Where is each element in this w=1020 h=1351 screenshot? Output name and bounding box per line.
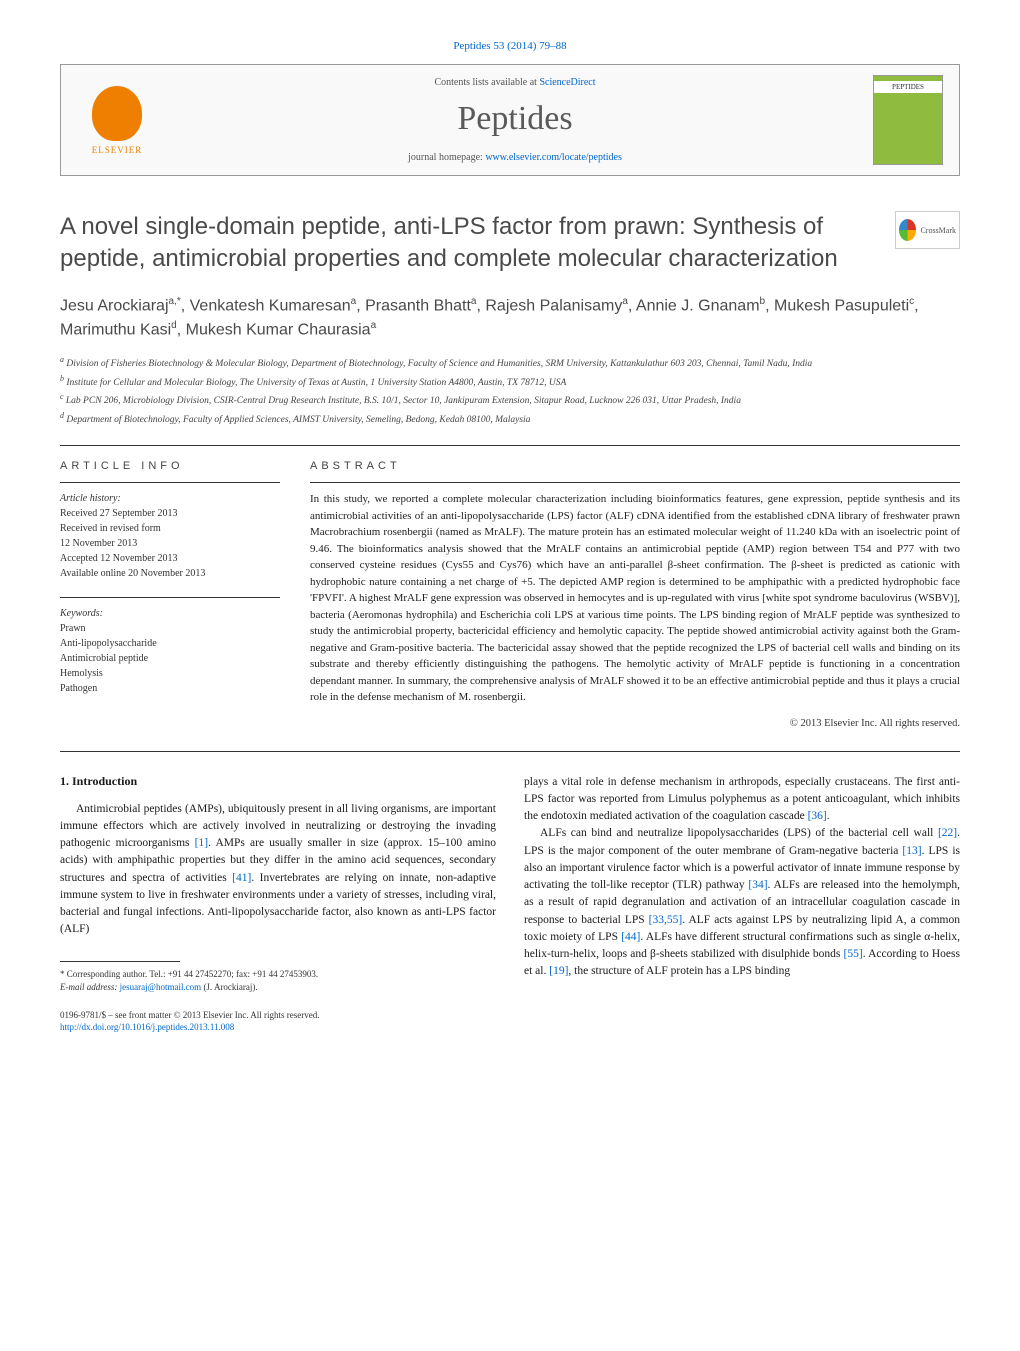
email-link[interactable]: jesuaraj@hotmail.com <box>120 982 202 992</box>
keywords-block: Keywords: PrawnAnti-lipopolysaccharideAn… <box>60 606 280 696</box>
abstract-divider <box>310 482 960 483</box>
corresponding-line: * Corresponding author. Tel.: +91 44 274… <box>60 968 496 982</box>
title-row: A novel single-domain peptide, anti-LPS … <box>60 211 960 276</box>
journal-name: Peptides <box>157 100 873 138</box>
info-divider-2 <box>60 597 280 598</box>
elsevier-text: ELSEVIER <box>92 145 143 155</box>
homepage-line: journal homepage: www.elsevier.com/locat… <box>157 152 873 163</box>
crossmark-icon <box>899 219 916 241</box>
email-suffix: (J. Arockiaraj). <box>201 982 257 992</box>
article-history: Article history: Received 27 September 2… <box>60 491 280 581</box>
article-info-label: ARTICLE INFO <box>60 460 280 472</box>
divider-mid <box>60 751 960 752</box>
body-two-column: 1. Introduction Antimicrobial peptides (… <box>60 774 960 1034</box>
intro-paragraph-1-cont: plays a vital role in defense mechanism … <box>524 774 960 826</box>
divider-top <box>60 445 960 446</box>
crossmark-badge[interactable]: CrossMark <box>895 211 960 249</box>
homepage-prefix: journal homepage: <box>408 152 485 163</box>
elsevier-tree-icon <box>92 86 142 141</box>
affiliations-block: a Division of Fisheries Biotechnology & … <box>60 354 960 427</box>
info-divider-1 <box>60 482 280 483</box>
email-label: E-mail address: <box>60 982 120 992</box>
bottom-metadata: 0196-9781/$ – see front matter © 2013 El… <box>60 1009 496 1034</box>
citation-link[interactable]: Peptides 53 (2014) 79–88 <box>453 40 566 52</box>
journal-header: ELSEVIER Contents lists available at Sci… <box>60 64 960 176</box>
header-center: Contents lists available at ScienceDirec… <box>157 77 873 163</box>
section-heading-1: 1. Introduction <box>60 774 496 789</box>
body-left-column: 1. Introduction Antimicrobial peptides (… <box>60 774 496 1034</box>
abstract-column: ABSTRACT In this study, we reported a co… <box>310 460 960 729</box>
contents-prefix: Contents lists available at <box>434 77 539 88</box>
journal-cover-thumbnail: PEPTIDES <box>873 75 943 165</box>
doi-link[interactable]: http://dx.doi.org/10.1016/j.peptides.201… <box>60 1022 234 1032</box>
crossmark-text: CrossMark <box>920 226 956 235</box>
body-right-column: plays a vital role in defense mechanism … <box>524 774 960 1034</box>
abstract-copyright: © 2013 Elsevier Inc. All rights reserved… <box>310 718 960 729</box>
contents-lists-line: Contents lists available at ScienceDirec… <box>157 77 873 88</box>
corresponding-author-footnote: * Corresponding author. Tel.: +91 44 274… <box>60 968 496 995</box>
author-list: Jesu Arockiaraja,*, Venkatesh Kumaresana… <box>60 294 960 343</box>
info-abstract-row: ARTICLE INFO Article history: Received 2… <box>60 460 960 729</box>
keywords-label: Keywords: <box>60 606 280 621</box>
abstract-label: ABSTRACT <box>310 460 960 472</box>
homepage-link[interactable]: www.elsevier.com/locate/peptides <box>485 152 622 163</box>
article-title: A novel single-domain peptide, anti-LPS … <box>60 211 875 276</box>
elsevier-logo: ELSEVIER <box>77 75 157 165</box>
history-lines: Received 27 September 2013Received in re… <box>60 506 280 581</box>
intro-paragraph-1: Antimicrobial peptides (AMPs), ubiquitou… <box>60 801 496 939</box>
citation-line: Peptides 53 (2014) 79–88 <box>60 40 960 52</box>
footnote-separator <box>60 961 180 962</box>
keyword-lines: PrawnAnti-lipopolysaccharideAntimicrobia… <box>60 621 280 696</box>
sciencedirect-link[interactable]: ScienceDirect <box>539 77 595 88</box>
cover-label: PEPTIDES <box>874 81 942 93</box>
front-matter-line: 0196-9781/$ – see front matter © 2013 El… <box>60 1009 496 1022</box>
abstract-text: In this study, we reported a complete mo… <box>310 491 960 706</box>
email-line: E-mail address: jesuaraj@hotmail.com (J.… <box>60 981 496 995</box>
page-root: Peptides 53 (2014) 79–88 ELSEVIER Conten… <box>0 0 1020 1074</box>
history-label: Article history: <box>60 491 280 506</box>
article-info-column: ARTICLE INFO Article history: Received 2… <box>60 460 280 729</box>
intro-paragraph-2: ALFs can bind and neutralize lipopolysac… <box>524 825 960 980</box>
